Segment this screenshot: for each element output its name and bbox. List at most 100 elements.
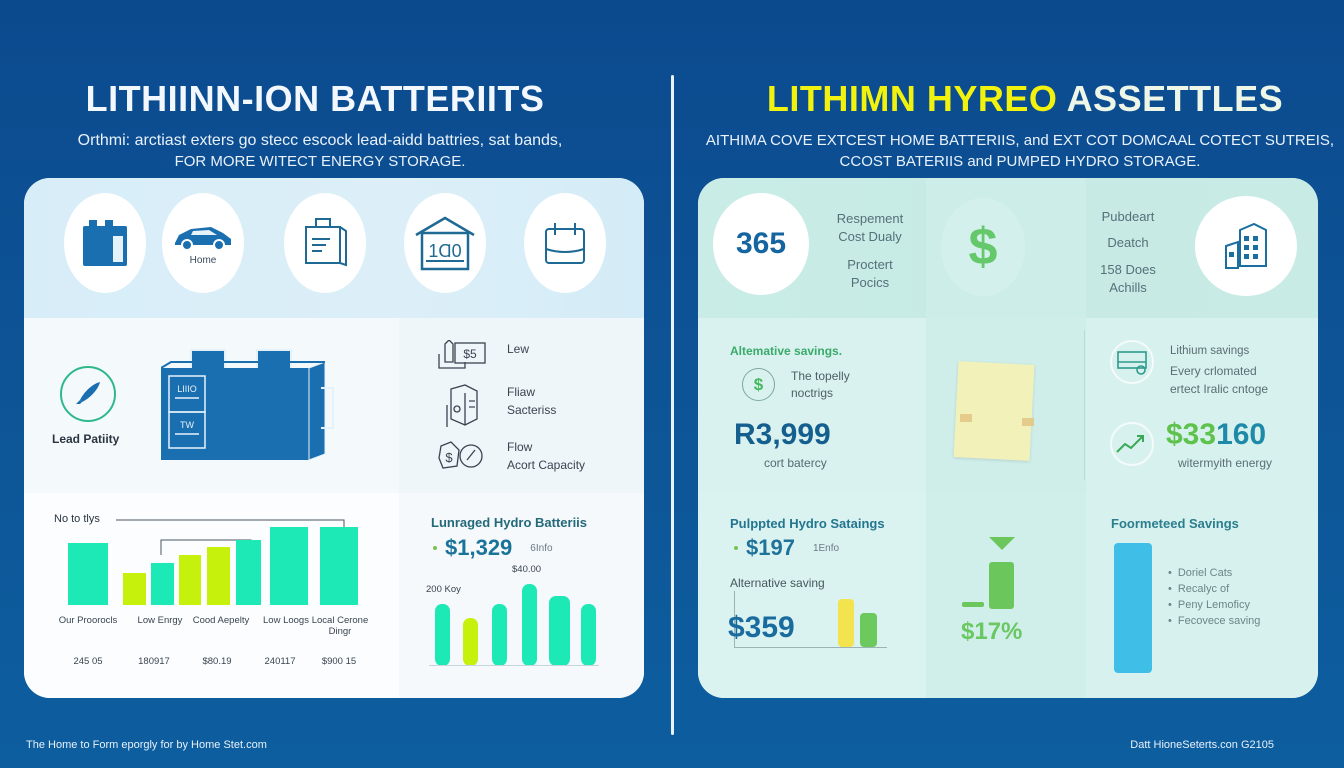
dollar-icon: $ — [968, 218, 998, 276]
hydro-price: $1,329 — [445, 535, 513, 560]
pumped-bar-yellow — [838, 599, 854, 647]
formatted-savings-title: Foormeteed Savings — [1111, 516, 1239, 531]
right-title-highlight: LITHIMN HYREO — [766, 78, 1058, 119]
icon-tile-house[interactable]: 1Ɑ0 — [404, 193, 486, 293]
flow-item-1: $5 Lew — [435, 340, 529, 374]
car-icon — [175, 226, 231, 251]
svg-text:$: $ — [445, 450, 453, 465]
lead-battery-section: Lead Patiity LIIIO TW — [24, 318, 399, 493]
car-icon-label: Home — [189, 254, 217, 266]
chart-bar — [179, 555, 201, 605]
server-box-icon — [446, 384, 478, 427]
hydro-info-link[interactable]: 6Info — [530, 542, 553, 554]
alt-savings-title: Altemative savings. — [730, 344, 843, 358]
pumped-big-value: $359 — [728, 611, 795, 644]
stat-number: 365 — [735, 227, 787, 260]
note-paper-section — [926, 318, 1086, 493]
bar-category: Our Proorocls — [58, 615, 118, 626]
building-circle — [1195, 196, 1297, 296]
bar-value: 240117 — [264, 656, 296, 667]
bar-category: Low Loogs — [263, 615, 309, 626]
rocket-badge — [60, 366, 116, 422]
lithium-savings-section: Lithium savings Every crlomated ertect Ir… — [1086, 318, 1318, 493]
list-item: Fecovece saving — [1168, 613, 1261, 629]
comparison-bar-chart: No to tlys Our Proorocls Low Enrgy Cood … — [24, 493, 399, 698]
chart-bar — [123, 573, 146, 605]
chart-bar — [68, 543, 108, 605]
hydro-bar — [463, 618, 478, 666]
lithium-savings-amount: $33160 — [1166, 418, 1267, 451]
flow-item-2: Fliaw Sacteriss — [435, 383, 556, 427]
flow-item-3-text: Flow Acort Capacity — [507, 440, 586, 472]
battery-icon — [83, 220, 127, 266]
pumped-info-link[interactable]: 1Enfo — [812, 542, 840, 554]
triangle-down-icon — [989, 537, 1015, 550]
card-ring — [1110, 340, 1154, 384]
credit-card-icon — [1117, 351, 1147, 375]
pumped-price-row: $197 1Enfo — [734, 535, 839, 561]
bar-value: 180917 — [138, 656, 170, 667]
hydro-batteries-section: Lunraged Hydro Batteriis $1,329 6Info 20… — [399, 493, 644, 698]
right-title-rest: ASSETTLES — [1066, 78, 1284, 119]
list-item: Peny Lemoficy — [1168, 597, 1260, 613]
hydro-bar — [435, 604, 450, 666]
note-paper-icon — [953, 361, 1035, 461]
flow-item-3: $ Flow Acort Capacity — [435, 438, 585, 474]
right-panel-title: LITHIMN HYREO ASSETTLES — [700, 78, 1344, 120]
icon-tile-battery[interactable] — [64, 193, 146, 293]
dollar-ring-icon: $ — [742, 368, 775, 401]
icon-tile-car[interactable]: Home — [162, 193, 244, 293]
tall-bar — [989, 562, 1014, 609]
right-top-band: 365 Respement Cost Dualy Proctert Pocics $… — [698, 178, 1318, 318]
stat-text-1: Respement Cost Dualy — [836, 211, 904, 244]
right-info-card: 365 Respement Cost Dualy Proctert Pocics $… — [698, 178, 1318, 698]
lithium-savings-desc: Every crlomated ertect Iralic cntoge — [1170, 364, 1269, 396]
stat-text-2: Proctert Pocics — [847, 257, 893, 290]
tape-right — [1022, 418, 1034, 426]
chart-bar — [320, 527, 358, 605]
dollar-gauge-icon: $ — [438, 441, 483, 469]
hydro-title: Lunraged Hydro Batteriis — [431, 515, 588, 530]
flow-item-1-text: Lew — [507, 342, 530, 356]
building-icon — [1225, 222, 1267, 269]
lithium-savings-sub: witermyith energy — [1178, 456, 1273, 470]
bullet-dot — [734, 546, 738, 550]
svg-text:$5: $5 — [463, 347, 477, 361]
bar-category: Cood Aepelty — [192, 615, 250, 626]
bar-value: 245 05 — [73, 656, 103, 667]
left-subtitle-line-1: Orthmi: arctiast exters go stecc escock … — [77, 132, 563, 149]
flow-list-section: $5 Lew Fliaw Sacteriss $ Flow A — [399, 318, 644, 493]
large-battery-illustration: LIIIO TW — [161, 349, 334, 461]
rocket-icon — [76, 382, 100, 404]
formatted-savings-bar — [1114, 543, 1152, 673]
percent-section: $17% — [926, 493, 1086, 698]
chart-bar — [270, 527, 308, 605]
footer-right-credit: Datt HioneSeterts.con G2105 — [1130, 739, 1274, 751]
pumped-hydro-title: Pulppted Hydro Sataings — [730, 516, 885, 531]
stat-365-circle: 365 — [713, 193, 809, 295]
trend-ring — [1110, 422, 1154, 466]
small-bar — [962, 602, 984, 607]
alternative-savings-section: Altemative savings. $ The topelly noctrig… — [698, 318, 926, 493]
right-subtitle-line-2: CCOST BATERIIS and PUMPED HYDRO STORAGE. — [839, 153, 1201, 170]
alt-savings-desc: The topelly noctrigs — [791, 369, 850, 400]
icon-tile-document[interactable] — [284, 193, 366, 293]
bar-category: Low Enrgy — [137, 615, 183, 626]
icon-band: Home 1Ɑ0 — [24, 178, 644, 318]
hydro-price-row: $1,329 6Info — [433, 535, 553, 561]
chart-axis-y — [734, 591, 735, 648]
percent-value: $17% — [961, 618, 1023, 645]
icon-tile-calendar[interactable] — [524, 193, 606, 293]
price-tag-icon: $5 — [438, 340, 486, 369]
hydro-bar-chart — [435, 578, 605, 666]
lead-battery-label: Lead Patiity — [52, 432, 120, 446]
right-panel-subtitle: AITHIMA COVE EXTCEST HOME BATTERIIS, and… — [700, 130, 1340, 172]
vertical-divider — [1084, 330, 1085, 480]
house-icon: 1Ɑ0 — [415, 216, 475, 271]
chart-bar — [236, 540, 261, 605]
tape-left — [960, 414, 972, 422]
formatted-savings-section: Foormeteed Savings Doriel Cats Recalyc o… — [1086, 493, 1318, 698]
bar-chart-note: No to tlys — [54, 513, 100, 525]
pumped-price: $197 — [746, 535, 795, 560]
footer-left-credit: The Home to Form eporgly for by Home Ste… — [26, 739, 267, 751]
